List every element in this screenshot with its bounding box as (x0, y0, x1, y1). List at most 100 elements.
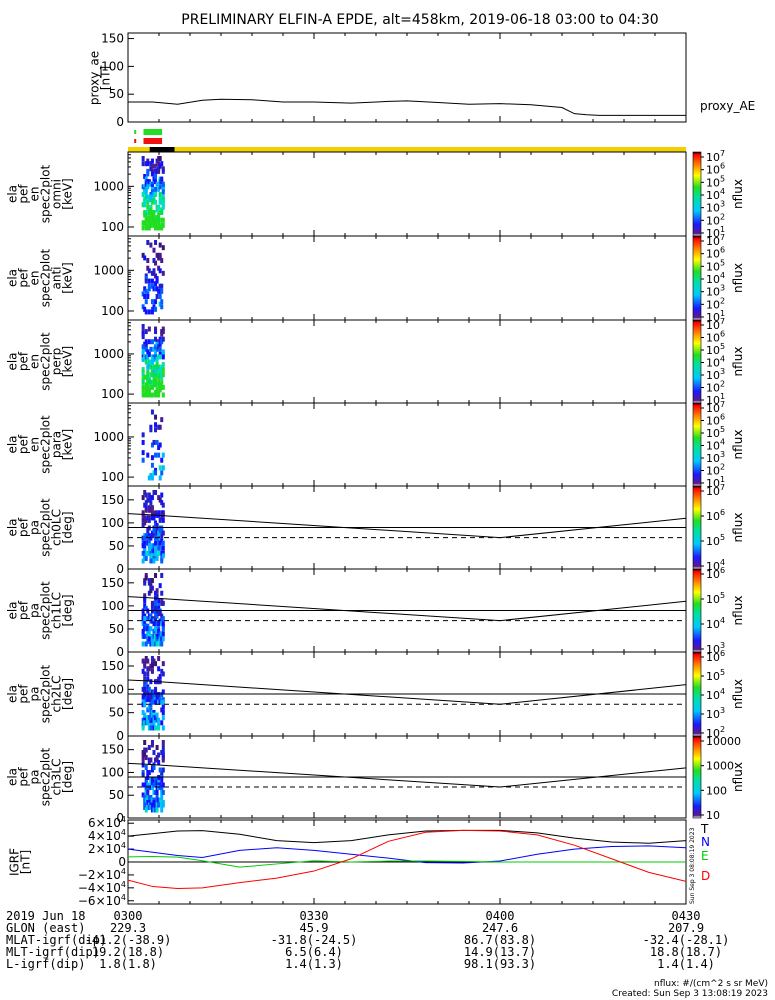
pa_ch2-pixel (143, 720, 147, 726)
spec_perp-pixel (160, 379, 164, 385)
pa_ch2-pixel (149, 717, 153, 723)
spec_omni-pixel (150, 158, 154, 164)
spec_omni-pixel (141, 220, 145, 226)
pa_ch2-pixel (147, 715, 151, 721)
pa_ch0-pixel (147, 533, 151, 539)
timeaxis-value: 19.2(18.8) (92, 945, 164, 959)
spec_omni-pixel (161, 184, 165, 190)
spec_perp-ylabel-line: ela (6, 352, 20, 370)
pa_ch1-pixel (155, 611, 159, 617)
pa_ch0-pixel (161, 545, 165, 551)
pa_ch3-pixel (147, 805, 151, 810)
pa_ch1-pixel (160, 598, 164, 604)
spec_anti-pixel (146, 294, 150, 299)
spec_perp-zticklabel: 102 (706, 380, 725, 395)
spec_perp-pixel (146, 354, 150, 360)
spec_omni-ylabel-line: spec2plot (39, 164, 53, 223)
pa_ch0-pixel (146, 538, 150, 544)
pa_ch2-pixel (141, 658, 145, 664)
pa_ch2-pixel (143, 663, 147, 669)
pa_ch2-pixel (144, 656, 148, 661)
spec_anti-pixel (157, 252, 161, 258)
pa_ch0-pixel (155, 555, 159, 561)
spec_omni-pixel (157, 161, 161, 167)
pa_ch1-pixel (152, 621, 156, 627)
spec_omni-pixel (143, 186, 147, 192)
spec_para-pixel (158, 424, 162, 430)
spec_anti-zticklabel: 101 (706, 309, 725, 324)
pa_ch2-pixel (161, 697, 165, 703)
plot-layer: 050100150proxy_AEproxy_ae[nT]1001000elap… (6, 32, 769, 999)
spec_perp-pixel (146, 387, 150, 393)
igrf-yticklabel: 6×104 (88, 815, 126, 830)
spec_omni-zticklabel: 107 (706, 149, 725, 164)
spec_perp-pixel (152, 377, 156, 383)
pa_ch0-pixels (141, 490, 165, 564)
pa_ch1-pixel (143, 633, 147, 639)
pa_ch0-yticklabel: 0 (116, 562, 124, 576)
spec_perp-pixel (152, 382, 156, 388)
pa_ch2-pixel (152, 722, 156, 728)
spec_perp-pixel (157, 364, 161, 370)
pa_ch2-pixel (143, 702, 147, 708)
spec_omni-pixel (149, 194, 153, 200)
pa_ch1-pixel (157, 598, 161, 604)
igrf-ylabel-line: [nT] (19, 850, 33, 874)
spec_anti-pixels (141, 240, 165, 315)
spec_omni-pixel (143, 174, 147, 179)
igrf-legend-D: D (701, 869, 710, 883)
pa_ch1-pixel (154, 605, 158, 611)
spec_omni-pixel (161, 217, 165, 223)
spec_anti-pixel (158, 255, 162, 261)
spec_omni-pixel (150, 168, 154, 174)
pa_ch0-pixel (157, 550, 161, 556)
spec_perp-pixel (141, 354, 145, 360)
pa_ch0-pixel (147, 550, 151, 556)
pa_ch1-pixel (150, 638, 154, 644)
pa_ch1-pixel (144, 633, 148, 639)
pa_ch1-pixel (150, 636, 154, 642)
pa_ch2-pixel (157, 699, 161, 705)
pa_ch1-pixel (150, 600, 154, 606)
pa_ch1-pixel (141, 633, 145, 639)
spec_perp-pixel (160, 339, 164, 345)
pa_ch1-zlabel-text: nflux (731, 596, 745, 626)
spec_perp-pixel (154, 389, 158, 395)
spec_perp-pixel (144, 387, 148, 393)
pa_ch1-pixel (144, 626, 148, 632)
spec_perp-pixel (157, 387, 161, 393)
spec_para-pixel (158, 465, 162, 471)
spec_para-pixel (161, 465, 165, 471)
pa_ch1-pixel (152, 633, 156, 639)
pa_ch2-lc-line (127, 679, 687, 705)
spec_perp-pixel (150, 372, 154, 378)
pa_ch2-pixel (152, 712, 156, 718)
spec_anti-pixel (146, 291, 150, 297)
pa_ch0-pixel (146, 540, 150, 546)
igrf-legend-T: T (700, 822, 709, 836)
pa_ch3-pixel (161, 790, 165, 795)
spec_perp-pixel (141, 349, 145, 355)
pa_ch1-pixel (150, 616, 154, 622)
spec_perp-pixel (158, 374, 162, 380)
spec_perp-pixel (161, 329, 165, 335)
pa_ch3-pixel (161, 802, 165, 808)
pa_ch2-pixel (149, 725, 153, 731)
spec_perp-pixel (161, 362, 165, 368)
spec_perp-pixel (144, 389, 148, 395)
pa_ch1-pixel (143, 603, 147, 609)
spec_omni-pixel (157, 215, 161, 221)
pa_ch0-pixel (143, 545, 147, 551)
pa_ch1-pixel (154, 641, 158, 647)
pa_ch2-pixel (147, 686, 151, 692)
pa_ch2-pixel (160, 699, 164, 705)
spec_perp-pixel (158, 341, 162, 347)
spec_omni-pixel (146, 181, 150, 187)
pa_ch2-pixel (143, 686, 147, 692)
spec_omni-pixel (160, 199, 164, 205)
pa_ch1-pixel (143, 621, 147, 627)
pa_ch2-pixel (143, 699, 147, 705)
pa_ch3-pixel (157, 797, 161, 803)
pa_ch0-ylabel-line: pef (17, 517, 31, 537)
pa_ch2-pixel (154, 725, 158, 731)
